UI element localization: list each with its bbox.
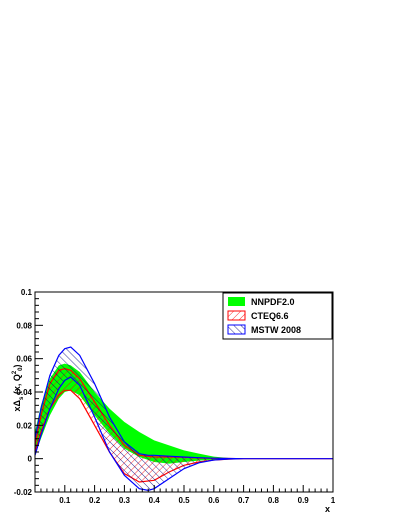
legend-swatch xyxy=(227,310,246,321)
legend-label: MSTW 2008 xyxy=(251,325,301,335)
x-tick-label: 0.8 xyxy=(268,496,280,505)
x-tick-label: 0.6 xyxy=(208,496,220,505)
x-tick-label: 0.7 xyxy=(238,496,250,505)
x-tick-label: 0.4 xyxy=(149,496,161,505)
y-tick-label: 0.02 xyxy=(16,421,32,430)
band-mstw-2008 xyxy=(35,346,333,491)
y-axis: -0.02 0 0.02 0.04 0.06 0.08 0.1 xyxy=(14,288,43,497)
x-tick-label: 0.1 xyxy=(59,496,71,505)
legend-swatch xyxy=(227,324,246,335)
y-tick-label: -0.02 xyxy=(14,488,33,497)
y-tick-label: 0.1 xyxy=(21,288,33,297)
legend: NNPDF2.0 CTEQ6.6 MSTW 2008 xyxy=(222,292,333,340)
legend-label: CTEQ6.6 xyxy=(251,311,289,321)
x-tick-label: 0.9 xyxy=(298,496,310,505)
x-tick-label: 0.5 xyxy=(178,496,190,505)
x-axis: 0.1 0.2 0.3 0.4 0.5 0.6 0.7 0.8 0.9 1 xyxy=(34,485,336,505)
y-tick-label: 0.06 xyxy=(16,355,32,364)
y-axis-label: xΔs (x, Q20) xyxy=(12,364,25,411)
y-tick-label: 0.04 xyxy=(16,388,32,397)
x-tick-label: 0.2 xyxy=(89,496,101,505)
y-tick-label: 0 xyxy=(28,455,33,464)
legend-label: NNPDF2.0 xyxy=(251,297,295,307)
bands-layer xyxy=(35,346,333,491)
legend-swatch xyxy=(228,297,245,306)
y-tick-label: 0.08 xyxy=(16,321,32,330)
x-axis-label: x xyxy=(325,504,330,514)
x-tick-label: 0.3 xyxy=(119,496,131,505)
x-tick-label: 1 xyxy=(331,496,336,505)
